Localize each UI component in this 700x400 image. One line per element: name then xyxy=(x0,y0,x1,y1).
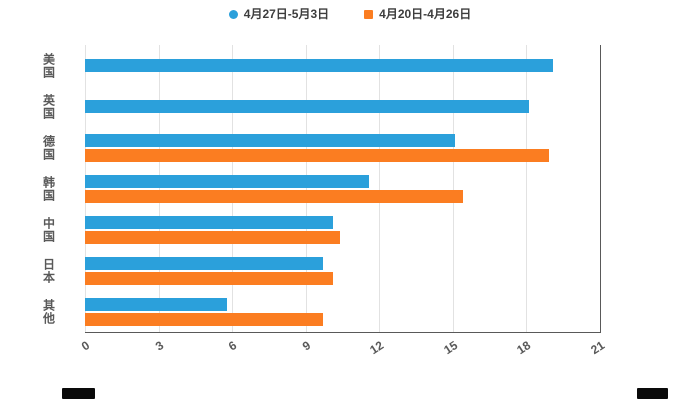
square-marker-icon xyxy=(364,9,374,19)
bar-series1-德国 xyxy=(85,133,456,147)
bar-series2-中国 xyxy=(85,230,341,244)
bar-series1-美国 xyxy=(85,59,554,72)
bar-series2-德国 xyxy=(85,148,549,162)
gridline-18 xyxy=(526,45,528,332)
legend-label: 4月27日-5月3日 xyxy=(243,7,330,21)
watermark-right xyxy=(637,388,668,399)
gridline-12 xyxy=(379,45,381,332)
bar-series2-其他 xyxy=(85,312,323,326)
y-category-label: 德国 xyxy=(41,134,56,161)
bar-series2-日本 xyxy=(85,271,333,285)
bar-series1-中国 xyxy=(85,215,333,229)
y-category-label: 美国 xyxy=(41,52,56,79)
y-category-label: 韩国 xyxy=(41,175,56,202)
x-axis-line xyxy=(85,332,601,333)
bar-series1-韩国 xyxy=(85,174,370,188)
x-tick-label: 12 xyxy=(367,338,387,358)
plot-area xyxy=(85,45,601,333)
gridline-3 xyxy=(158,45,160,332)
bar-series1-英国 xyxy=(85,100,529,113)
x-tick-label: 3 xyxy=(152,338,166,354)
legend-item-2[interactable]: 4月20日-4月26日 xyxy=(364,8,471,20)
legend-label: 4月20日-4月26日 xyxy=(379,7,472,21)
x-tick-label: 21 xyxy=(588,338,608,358)
bar-series1-日本 xyxy=(85,256,323,270)
y-category-label: 日本 xyxy=(41,257,56,284)
gridline-15 xyxy=(452,45,454,332)
circle-marker-icon xyxy=(228,9,238,19)
legend: 4月27日-5月3日 4月20日-4月26日 xyxy=(0,5,700,23)
x-tick-label: 6 xyxy=(225,338,240,354)
y-category-label: 中国 xyxy=(41,216,56,243)
watermark-left xyxy=(62,388,95,399)
legend-item-1[interactable]: 4月27日-5月3日 xyxy=(228,7,330,21)
y-category-label: 其他 xyxy=(41,298,56,325)
x-tick-label: 9 xyxy=(299,338,313,354)
bar-series2-韩国 xyxy=(85,189,463,203)
bar-series1-其他 xyxy=(85,297,228,311)
right-border-line xyxy=(600,45,601,332)
y-category-label: 英国 xyxy=(41,93,56,120)
gridline-6 xyxy=(232,45,234,332)
x-tick-label: 18 xyxy=(514,338,534,358)
gridline-0 xyxy=(85,45,86,332)
x-tick-label: 0 xyxy=(78,338,93,354)
x-tick-label: 15 xyxy=(441,338,460,358)
gridline-9 xyxy=(305,45,307,332)
